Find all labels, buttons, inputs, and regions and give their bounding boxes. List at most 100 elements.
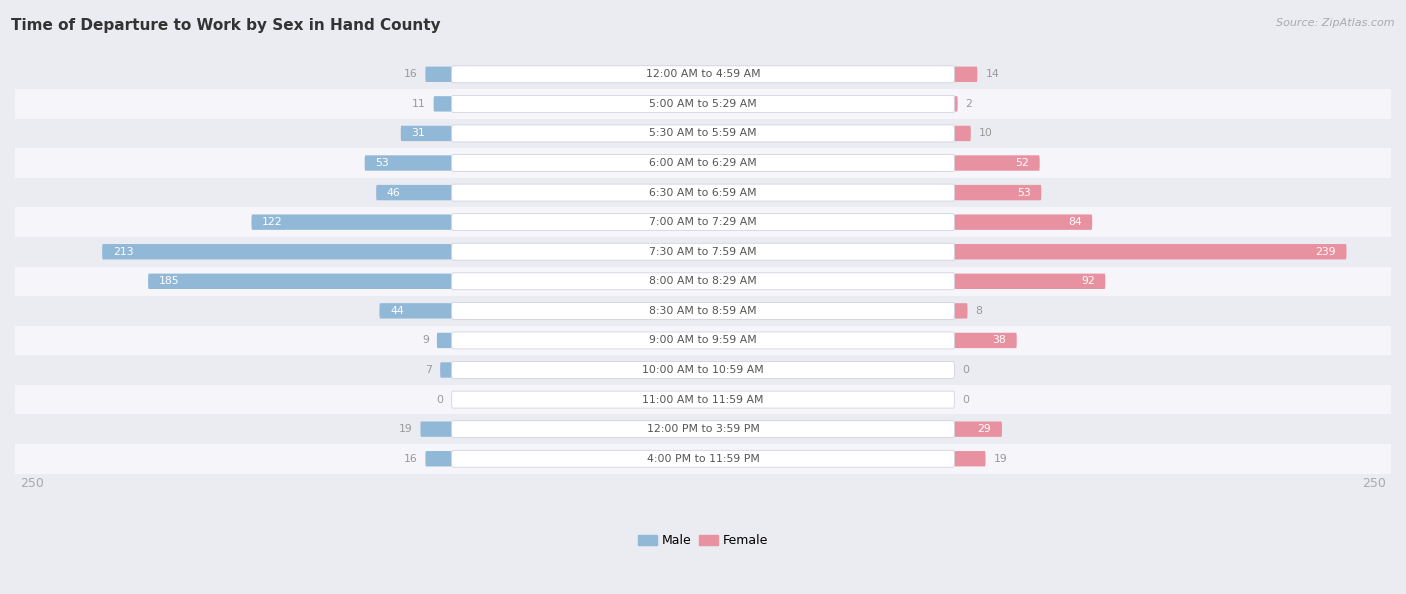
FancyBboxPatch shape bbox=[364, 155, 451, 170]
Text: 250: 250 bbox=[1362, 478, 1386, 491]
Text: 5:00 AM to 5:29 AM: 5:00 AM to 5:29 AM bbox=[650, 99, 756, 109]
FancyBboxPatch shape bbox=[955, 303, 967, 318]
Text: 185: 185 bbox=[159, 276, 180, 286]
FancyBboxPatch shape bbox=[955, 422, 1002, 437]
FancyBboxPatch shape bbox=[955, 67, 977, 82]
FancyBboxPatch shape bbox=[451, 154, 955, 172]
Text: 31: 31 bbox=[412, 128, 425, 138]
Text: 19: 19 bbox=[994, 454, 1007, 464]
FancyBboxPatch shape bbox=[451, 125, 955, 142]
FancyBboxPatch shape bbox=[437, 333, 451, 348]
Text: 10: 10 bbox=[979, 128, 993, 138]
Text: 5:30 AM to 5:59 AM: 5:30 AM to 5:59 AM bbox=[650, 128, 756, 138]
Legend: Male, Female: Male, Female bbox=[633, 529, 773, 552]
FancyBboxPatch shape bbox=[103, 244, 451, 260]
Text: 7:00 AM to 7:29 AM: 7:00 AM to 7:29 AM bbox=[650, 217, 756, 227]
Text: 8:30 AM to 8:59 AM: 8:30 AM to 8:59 AM bbox=[650, 306, 756, 316]
FancyBboxPatch shape bbox=[451, 214, 955, 230]
Bar bbox=[15, 296, 1391, 326]
FancyBboxPatch shape bbox=[420, 422, 451, 437]
FancyBboxPatch shape bbox=[451, 391, 955, 408]
Text: 44: 44 bbox=[389, 306, 404, 316]
FancyBboxPatch shape bbox=[252, 214, 451, 230]
Text: 6:00 AM to 6:29 AM: 6:00 AM to 6:29 AM bbox=[650, 158, 756, 168]
FancyBboxPatch shape bbox=[451, 362, 955, 378]
FancyBboxPatch shape bbox=[955, 333, 1017, 348]
FancyBboxPatch shape bbox=[401, 126, 451, 141]
FancyBboxPatch shape bbox=[426, 67, 451, 82]
Text: 0: 0 bbox=[962, 394, 969, 405]
FancyBboxPatch shape bbox=[955, 155, 1039, 170]
Bar bbox=[15, 207, 1391, 237]
FancyBboxPatch shape bbox=[955, 274, 1105, 289]
Text: 14: 14 bbox=[986, 69, 1000, 79]
Bar bbox=[15, 326, 1391, 355]
Text: 16: 16 bbox=[404, 69, 418, 79]
Bar bbox=[15, 178, 1391, 207]
FancyBboxPatch shape bbox=[955, 126, 970, 141]
Bar bbox=[15, 444, 1391, 473]
FancyBboxPatch shape bbox=[451, 332, 955, 349]
Text: Time of Departure to Work by Sex in Hand County: Time of Departure to Work by Sex in Hand… bbox=[11, 18, 441, 33]
FancyBboxPatch shape bbox=[451, 184, 955, 201]
FancyBboxPatch shape bbox=[955, 96, 957, 112]
Text: 53: 53 bbox=[375, 158, 389, 168]
Text: 8:00 AM to 8:29 AM: 8:00 AM to 8:29 AM bbox=[650, 276, 756, 286]
Text: 11:00 AM to 11:59 AM: 11:00 AM to 11:59 AM bbox=[643, 394, 763, 405]
Text: 8: 8 bbox=[976, 306, 983, 316]
FancyBboxPatch shape bbox=[451, 450, 955, 467]
Text: 9:00 AM to 9:59 AM: 9:00 AM to 9:59 AM bbox=[650, 336, 756, 346]
Text: 0: 0 bbox=[437, 394, 444, 405]
Text: 10:00 AM to 10:59 AM: 10:00 AM to 10:59 AM bbox=[643, 365, 763, 375]
Text: 7: 7 bbox=[426, 365, 432, 375]
Text: 4:00 PM to 11:59 PM: 4:00 PM to 11:59 PM bbox=[647, 454, 759, 464]
Bar bbox=[15, 237, 1391, 267]
Text: 9: 9 bbox=[422, 336, 429, 346]
FancyBboxPatch shape bbox=[148, 274, 451, 289]
Text: Source: ZipAtlas.com: Source: ZipAtlas.com bbox=[1277, 18, 1395, 28]
Text: 52: 52 bbox=[1015, 158, 1029, 168]
Text: 239: 239 bbox=[1315, 247, 1336, 257]
Bar bbox=[15, 415, 1391, 444]
FancyBboxPatch shape bbox=[955, 451, 986, 466]
Text: 11: 11 bbox=[412, 99, 426, 109]
Bar bbox=[15, 385, 1391, 415]
Text: 6:30 AM to 6:59 AM: 6:30 AM to 6:59 AM bbox=[650, 188, 756, 198]
FancyBboxPatch shape bbox=[451, 96, 955, 112]
Text: 92: 92 bbox=[1081, 276, 1095, 286]
Text: 53: 53 bbox=[1017, 188, 1031, 198]
FancyBboxPatch shape bbox=[451, 244, 955, 260]
FancyBboxPatch shape bbox=[380, 303, 451, 318]
FancyBboxPatch shape bbox=[377, 185, 451, 200]
Text: 38: 38 bbox=[993, 336, 1007, 346]
FancyBboxPatch shape bbox=[451, 273, 955, 290]
FancyBboxPatch shape bbox=[426, 451, 451, 466]
Text: 213: 213 bbox=[112, 247, 134, 257]
FancyBboxPatch shape bbox=[955, 185, 1042, 200]
Text: 29: 29 bbox=[977, 424, 991, 434]
Text: 12:00 AM to 4:59 AM: 12:00 AM to 4:59 AM bbox=[645, 69, 761, 79]
Bar bbox=[15, 59, 1391, 89]
Text: 19: 19 bbox=[399, 424, 412, 434]
FancyBboxPatch shape bbox=[451, 66, 955, 83]
FancyBboxPatch shape bbox=[433, 96, 451, 112]
Text: 122: 122 bbox=[262, 217, 283, 227]
Text: 46: 46 bbox=[387, 188, 401, 198]
FancyBboxPatch shape bbox=[451, 302, 955, 320]
Text: 0: 0 bbox=[962, 365, 969, 375]
Bar bbox=[15, 119, 1391, 148]
Text: 7:30 AM to 7:59 AM: 7:30 AM to 7:59 AM bbox=[650, 247, 756, 257]
Bar bbox=[15, 355, 1391, 385]
FancyBboxPatch shape bbox=[955, 244, 1347, 260]
FancyBboxPatch shape bbox=[440, 362, 451, 378]
Text: 12:00 PM to 3:59 PM: 12:00 PM to 3:59 PM bbox=[647, 424, 759, 434]
Text: 16: 16 bbox=[404, 454, 418, 464]
FancyBboxPatch shape bbox=[451, 421, 955, 438]
Text: 2: 2 bbox=[966, 99, 973, 109]
Bar bbox=[15, 267, 1391, 296]
Text: 250: 250 bbox=[20, 478, 44, 491]
Bar bbox=[15, 89, 1391, 119]
Text: 84: 84 bbox=[1069, 217, 1081, 227]
FancyBboxPatch shape bbox=[955, 214, 1092, 230]
Bar bbox=[15, 148, 1391, 178]
